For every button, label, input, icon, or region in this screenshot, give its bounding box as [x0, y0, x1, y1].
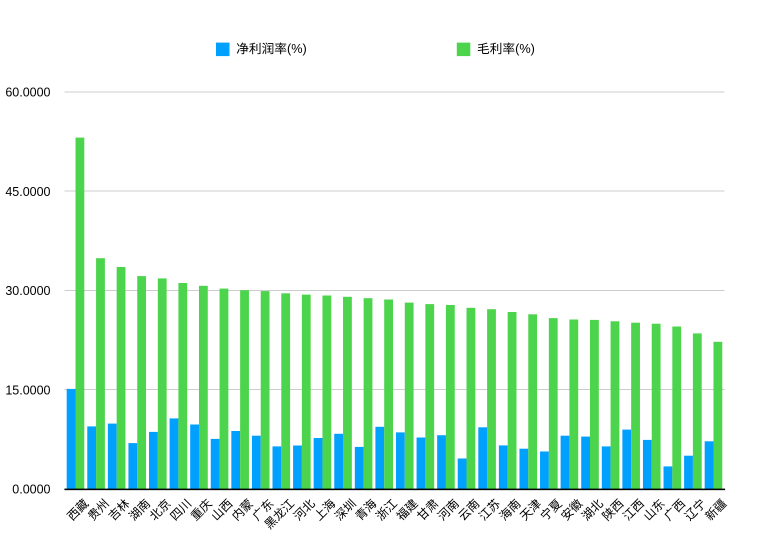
svg-text:15.0000: 15.0000	[5, 383, 50, 397]
svg-text:0.0000: 0.0000	[12, 483, 50, 497]
svg-text:(%): (%)	[515, 42, 535, 56]
svg-text:30.0000: 30.0000	[5, 284, 50, 298]
svg-text:45.0000: 45.0000	[5, 185, 50, 199]
svg-text:(%): (%)	[287, 42, 307, 56]
svg-text:60.0000: 60.0000	[5, 86, 50, 100]
